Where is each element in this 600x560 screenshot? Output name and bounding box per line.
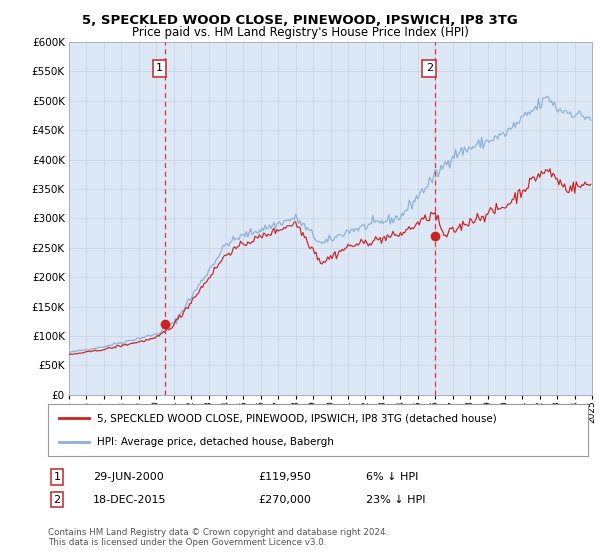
Text: 29-JUN-2000: 29-JUN-2000	[93, 472, 164, 482]
Text: 18-DEC-2015: 18-DEC-2015	[93, 494, 167, 505]
Text: 1: 1	[53, 472, 61, 482]
Text: £119,950: £119,950	[258, 472, 311, 482]
Text: Contains HM Land Registry data © Crown copyright and database right 2024.
This d: Contains HM Land Registry data © Crown c…	[48, 528, 388, 548]
Text: 5, SPECKLED WOOD CLOSE, PINEWOOD, IPSWICH, IP8 3TG: 5, SPECKLED WOOD CLOSE, PINEWOOD, IPSWIC…	[82, 14, 518, 27]
Text: 2: 2	[426, 63, 433, 73]
Text: 23% ↓ HPI: 23% ↓ HPI	[366, 494, 425, 505]
Text: Price paid vs. HM Land Registry's House Price Index (HPI): Price paid vs. HM Land Registry's House …	[131, 26, 469, 39]
Text: 5, SPECKLED WOOD CLOSE, PINEWOOD, IPSWICH, IP8 3TG (detached house): 5, SPECKLED WOOD CLOSE, PINEWOOD, IPSWIC…	[97, 413, 496, 423]
Text: 1: 1	[156, 63, 163, 73]
Text: £270,000: £270,000	[258, 494, 311, 505]
Text: HPI: Average price, detached house, Babergh: HPI: Average price, detached house, Babe…	[97, 437, 334, 447]
Text: 2: 2	[53, 494, 61, 505]
Text: 6% ↓ HPI: 6% ↓ HPI	[366, 472, 418, 482]
